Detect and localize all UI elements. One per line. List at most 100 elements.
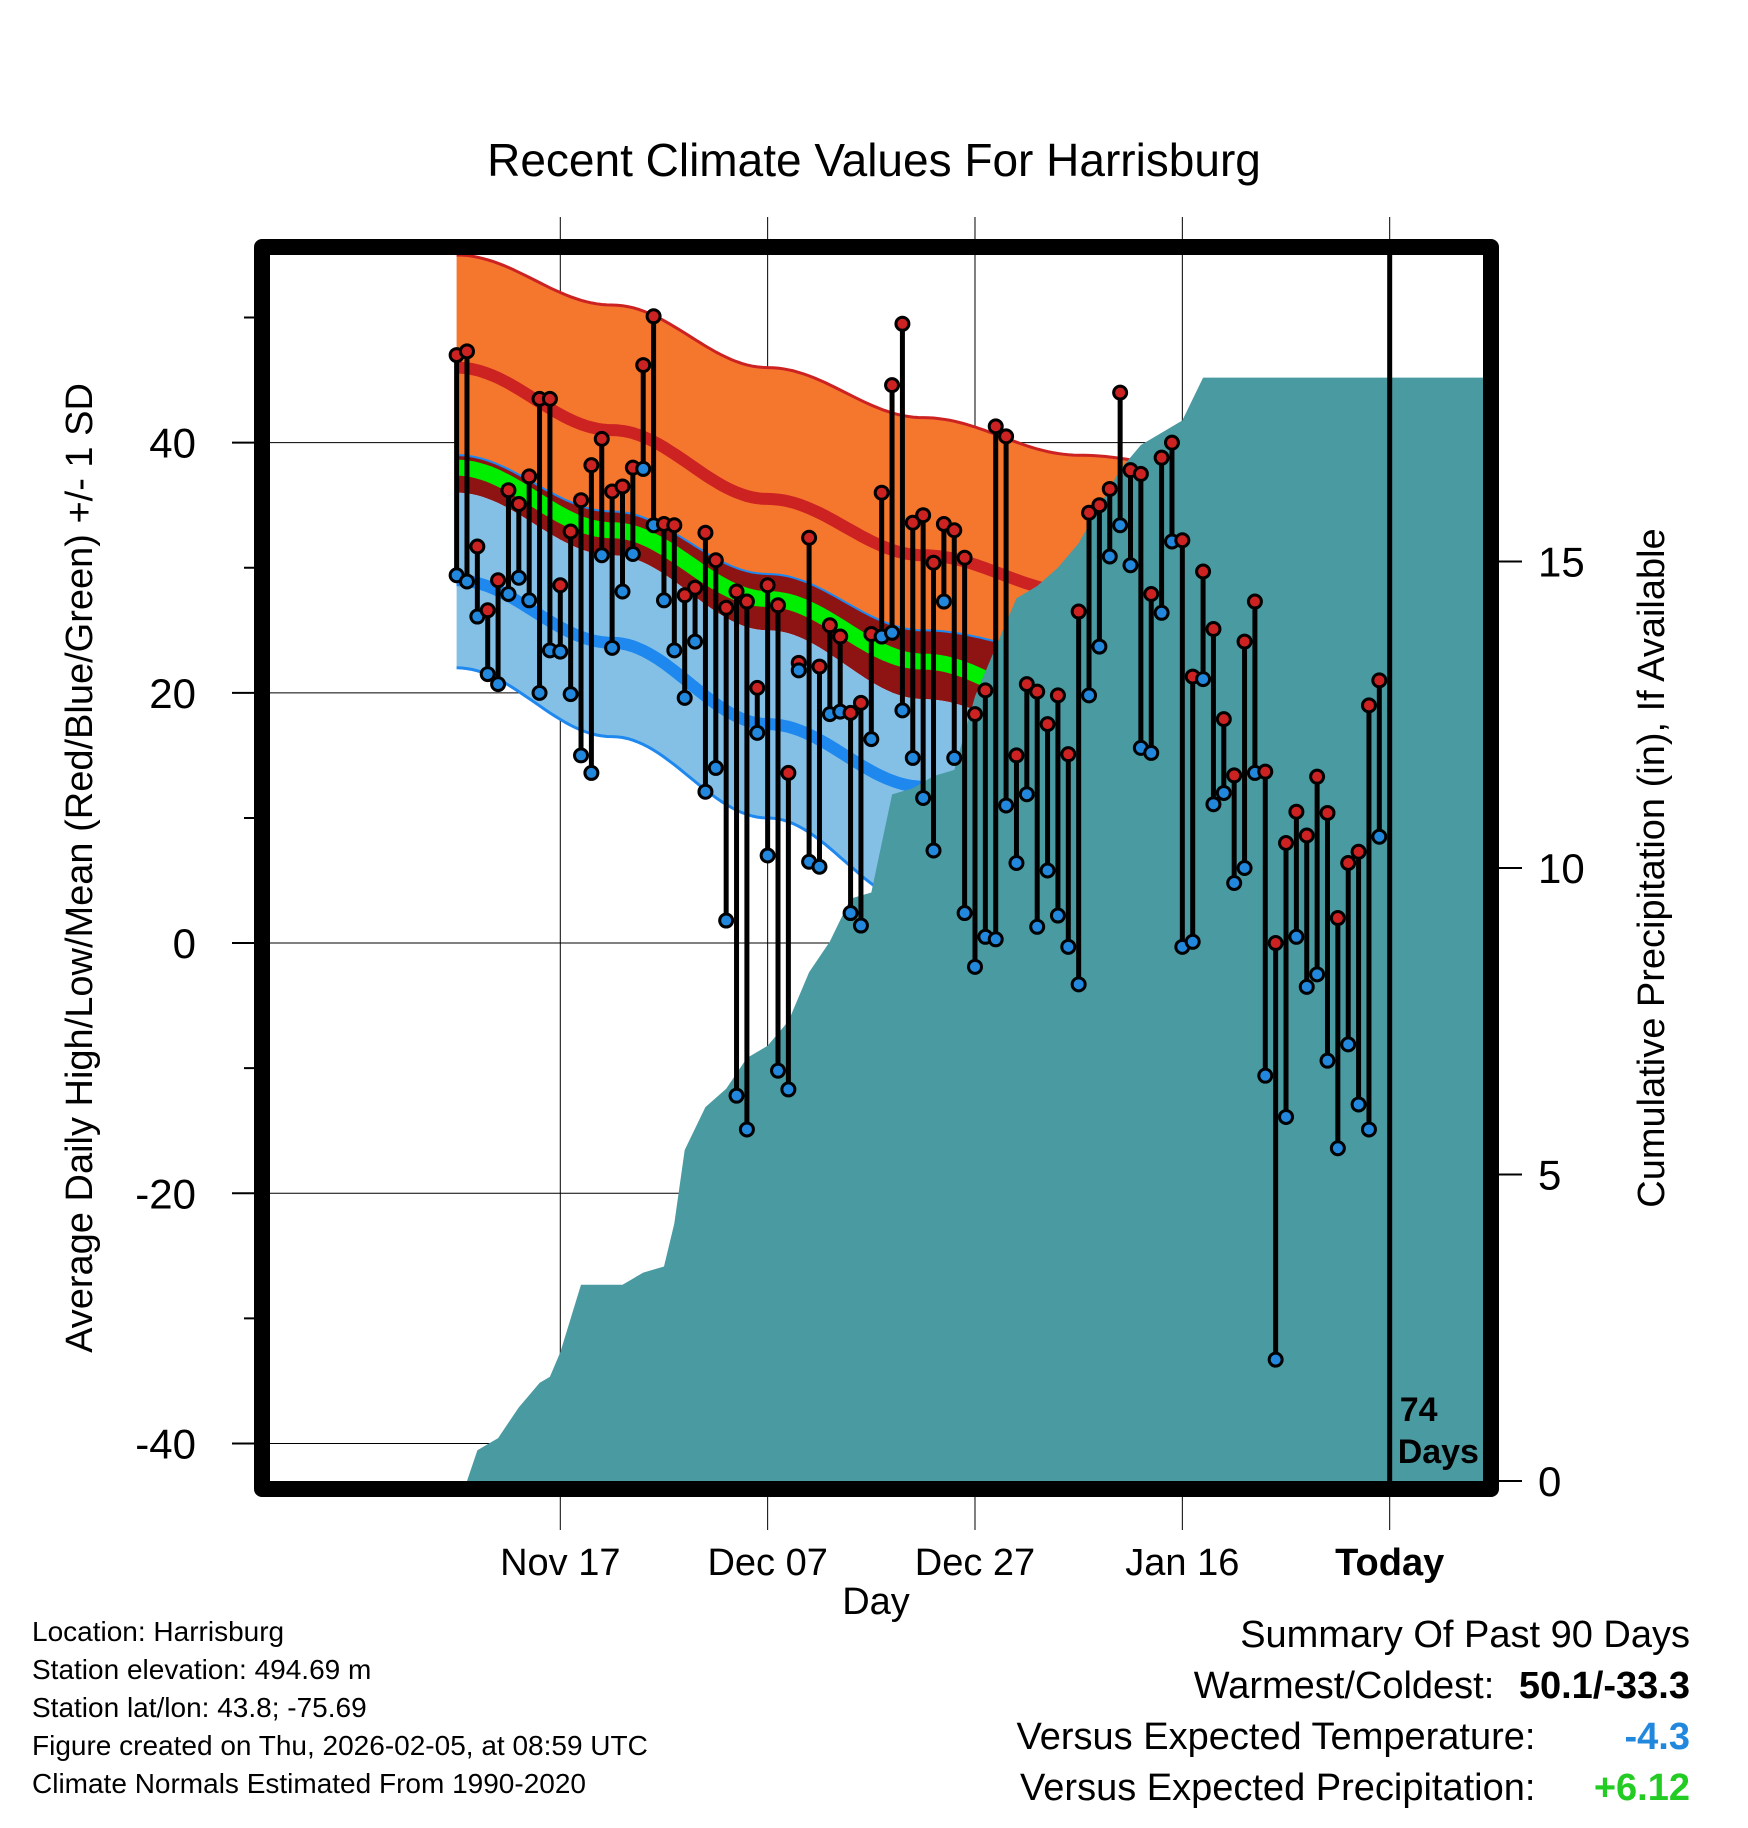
- low-point: [1226, 875, 1243, 892]
- high-point: [738, 593, 755, 610]
- high-point: [821, 617, 838, 634]
- plot-area: [448, 255, 1483, 1481]
- x-tick-label: Jan 16: [1125, 1542, 1239, 1584]
- high-point: [780, 764, 797, 781]
- low-point: [583, 764, 600, 781]
- y-axis-label: Average Daily High/Low/Mean (Red/Blue/Gr…: [59, 383, 101, 1353]
- high-point: [614, 478, 631, 495]
- high-point: [510, 495, 527, 512]
- high-point: [884, 377, 901, 394]
- low-point: [1278, 1108, 1295, 1125]
- high-point: [1340, 854, 1357, 871]
- high-point: [635, 357, 652, 374]
- low-point: [490, 676, 507, 693]
- high-point: [1278, 834, 1295, 851]
- high-point: [1246, 593, 1263, 610]
- temp-anomaly-value: -4.3: [1624, 1716, 1690, 1758]
- low-point: [863, 731, 880, 748]
- high-point: [1205, 621, 1222, 638]
- low-point: [894, 702, 911, 719]
- low-point: [1340, 1036, 1357, 1053]
- high-point: [811, 658, 828, 675]
- latlon-text: Station lat/lon: 43.8; -75.69: [32, 1692, 367, 1723]
- low-point: [1018, 786, 1035, 803]
- low-point: [935, 593, 952, 610]
- high-point: [873, 484, 890, 501]
- high-point: [697, 524, 714, 541]
- low-point: [614, 583, 631, 600]
- high-point: [718, 599, 735, 616]
- low-point: [790, 662, 807, 679]
- high-point: [801, 529, 818, 546]
- low-point: [1060, 938, 1077, 955]
- low-point: [1049, 907, 1066, 924]
- high-point: [500, 482, 517, 499]
- low-point: [946, 749, 963, 766]
- low-point: [635, 460, 652, 477]
- summary-panel: Summary Of Past 90 Days Warmest/Coldest:…: [1017, 1610, 1690, 1814]
- y2-tick-label: 15: [1538, 539, 1585, 586]
- high-point: [1070, 603, 1087, 620]
- high-point: [1288, 803, 1305, 820]
- low-point: [562, 686, 579, 703]
- high-point: [1112, 384, 1129, 401]
- y-tick-label: -20: [135, 1170, 196, 1217]
- summary-title: Summary Of Past 90 Days: [1240, 1614, 1690, 1656]
- low-point: [904, 749, 921, 766]
- low-point: [1153, 604, 1170, 621]
- high-point: [469, 538, 486, 555]
- low-point: [1371, 828, 1388, 845]
- high-point: [759, 577, 776, 594]
- low-point: [1122, 557, 1139, 574]
- day-count-label: Days: [1398, 1433, 1479, 1471]
- high-point: [666, 517, 683, 534]
- low-point: [624, 545, 641, 562]
- normals-text: Climate Normals Estimated From 1990-2020: [32, 1768, 586, 1799]
- low-point: [1070, 976, 1087, 993]
- low-point: [1091, 638, 1108, 655]
- high-point: [707, 552, 724, 569]
- x-tick-label: Dec 07: [707, 1542, 827, 1584]
- low-point: [728, 1087, 745, 1104]
- high-point: [1153, 449, 1170, 466]
- low-point: [1288, 928, 1305, 945]
- high-point: [552, 577, 569, 594]
- high-point: [946, 522, 963, 539]
- elevation-text: Station elevation: 494.69 m: [32, 1654, 372, 1685]
- high-point: [583, 457, 600, 474]
- y-tick-label: 0: [173, 920, 196, 967]
- high-point: [490, 572, 507, 589]
- low-point: [1329, 1140, 1346, 1157]
- daily-observations: [448, 308, 1388, 1368]
- high-point: [728, 583, 745, 600]
- high-point: [1049, 687, 1066, 704]
- y2-axis-label: Cumulative Precipitation (in), If Availa…: [1631, 528, 1673, 1207]
- high-point: [966, 706, 983, 723]
- high-point: [645, 308, 662, 325]
- high-point: [1132, 465, 1149, 482]
- low-point: [1029, 918, 1046, 935]
- high-point: [1029, 683, 1046, 700]
- low-point: [1112, 517, 1129, 534]
- high-point: [1018, 676, 1035, 693]
- low-point: [593, 547, 610, 564]
- y-tick-label: 40: [149, 420, 196, 467]
- low-point: [552, 643, 569, 660]
- warmest-coldest-label: Warmest/Coldest:: [1193, 1665, 1495, 1707]
- low-point: [759, 847, 776, 864]
- high-point: [676, 587, 693, 604]
- high-point: [998, 428, 1015, 445]
- low-point: [1101, 548, 1118, 565]
- low-point: [966, 958, 983, 975]
- low-point: [1195, 671, 1212, 688]
- high-point: [1101, 480, 1118, 497]
- high-point: [904, 514, 921, 531]
- precip-anomaly-value: +6.12: [1593, 1767, 1690, 1809]
- low-point: [738, 1121, 755, 1138]
- high-point: [1143, 586, 1160, 603]
- low-point: [666, 642, 683, 659]
- low-point: [676, 689, 693, 706]
- warmest-coldest-value: 50.1/-33.3: [1518, 1665, 1690, 1707]
- low-point: [1008, 854, 1025, 871]
- high-point: [593, 430, 610, 447]
